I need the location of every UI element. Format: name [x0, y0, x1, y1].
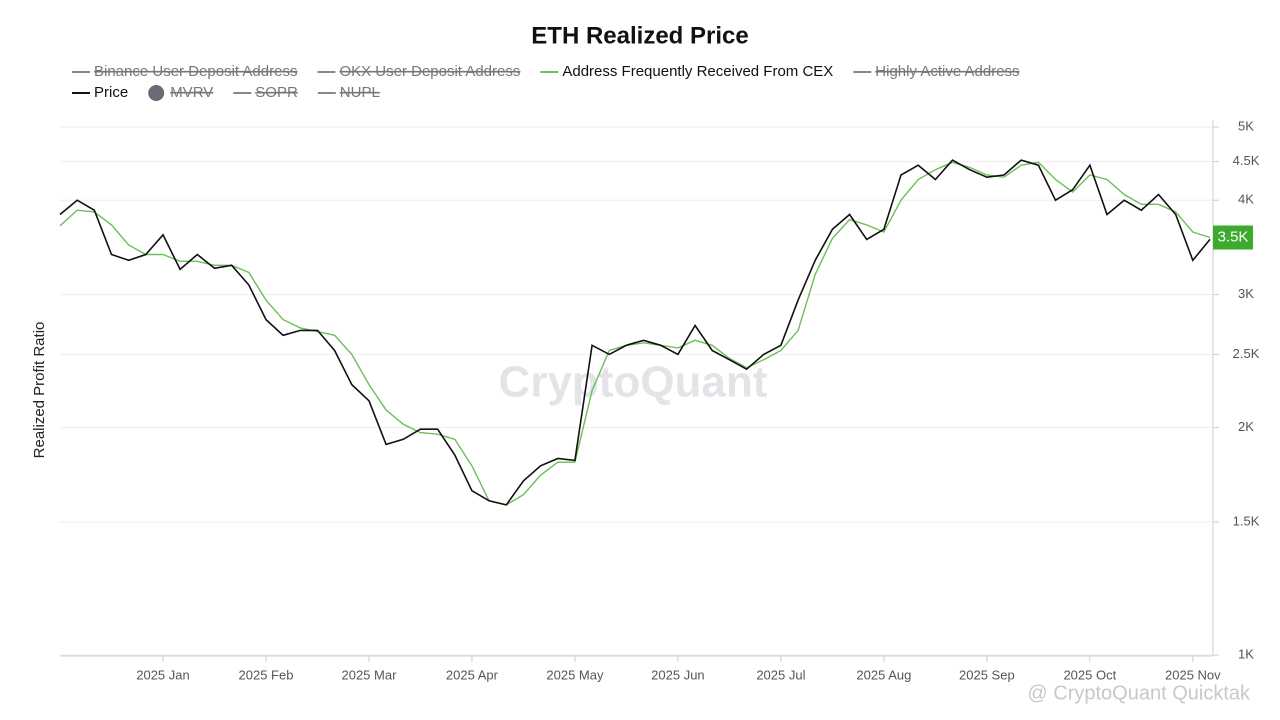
- chart-title: ETH Realized Price: [531, 22, 748, 49]
- legend-label[interactable]: NUPL: [340, 84, 380, 101]
- legend-label[interactable]: OKX User Deposit Address: [339, 63, 520, 80]
- credit: @ CryptoQuant Quicktak: [1027, 682, 1251, 704]
- legend-label[interactable]: Address Frequently Received From CEX: [562, 63, 833, 80]
- legend-swatch: [148, 85, 165, 101]
- x-tick-label: 2025 Jun: [651, 667, 705, 682]
- x-tick-label: 2025 Nov: [1165, 667, 1221, 682]
- series-line: [59, 161, 1211, 506]
- y-tick-label: 3K: [1238, 286, 1254, 301]
- legend-label[interactable]: MVRV: [170, 84, 213, 101]
- x-tick-label: 2025 Sep: [959, 667, 1015, 682]
- x-tick-label: 2025 May: [546, 667, 604, 682]
- legend-label[interactable]: Highly Active Address: [875, 63, 1019, 80]
- y-axis-label: Realized Profit Ratio: [31, 322, 48, 459]
- last-value-badge: [1213, 225, 1253, 250]
- legend-label[interactable]: SOPR: [255, 84, 298, 101]
- y-tick-label: 1K: [1238, 646, 1254, 661]
- legend-label[interactable]: Binance User Deposit Address: [94, 63, 297, 80]
- x-tick-label: 2025 Jan: [136, 667, 190, 682]
- x-tick-label: 2025 Apr: [446, 667, 499, 682]
- y-tick-label: 2.5K: [1233, 346, 1260, 361]
- y-tick-label: 2K: [1238, 419, 1254, 434]
- x-tick-label: 2025 Jul: [756, 667, 805, 682]
- last-value-label: 3.5K: [1218, 228, 1249, 245]
- legend-label[interactable]: Price: [94, 84, 128, 101]
- y-tick-label: 5K: [1238, 118, 1254, 133]
- watermark: CryptoQuant: [499, 358, 768, 407]
- x-tick-label: 2025 Oct: [1063, 667, 1116, 682]
- x-tick-label: 2025 Aug: [856, 667, 911, 682]
- y-tick-label: 4K: [1238, 192, 1254, 207]
- x-tick-label: 2025 Feb: [239, 667, 294, 682]
- x-tick-label: 2025 Mar: [341, 667, 397, 682]
- y-tick-label: 4.5K: [1233, 153, 1260, 168]
- series-line: [59, 159, 1211, 506]
- y-tick-label: 1.5K: [1233, 513, 1260, 528]
